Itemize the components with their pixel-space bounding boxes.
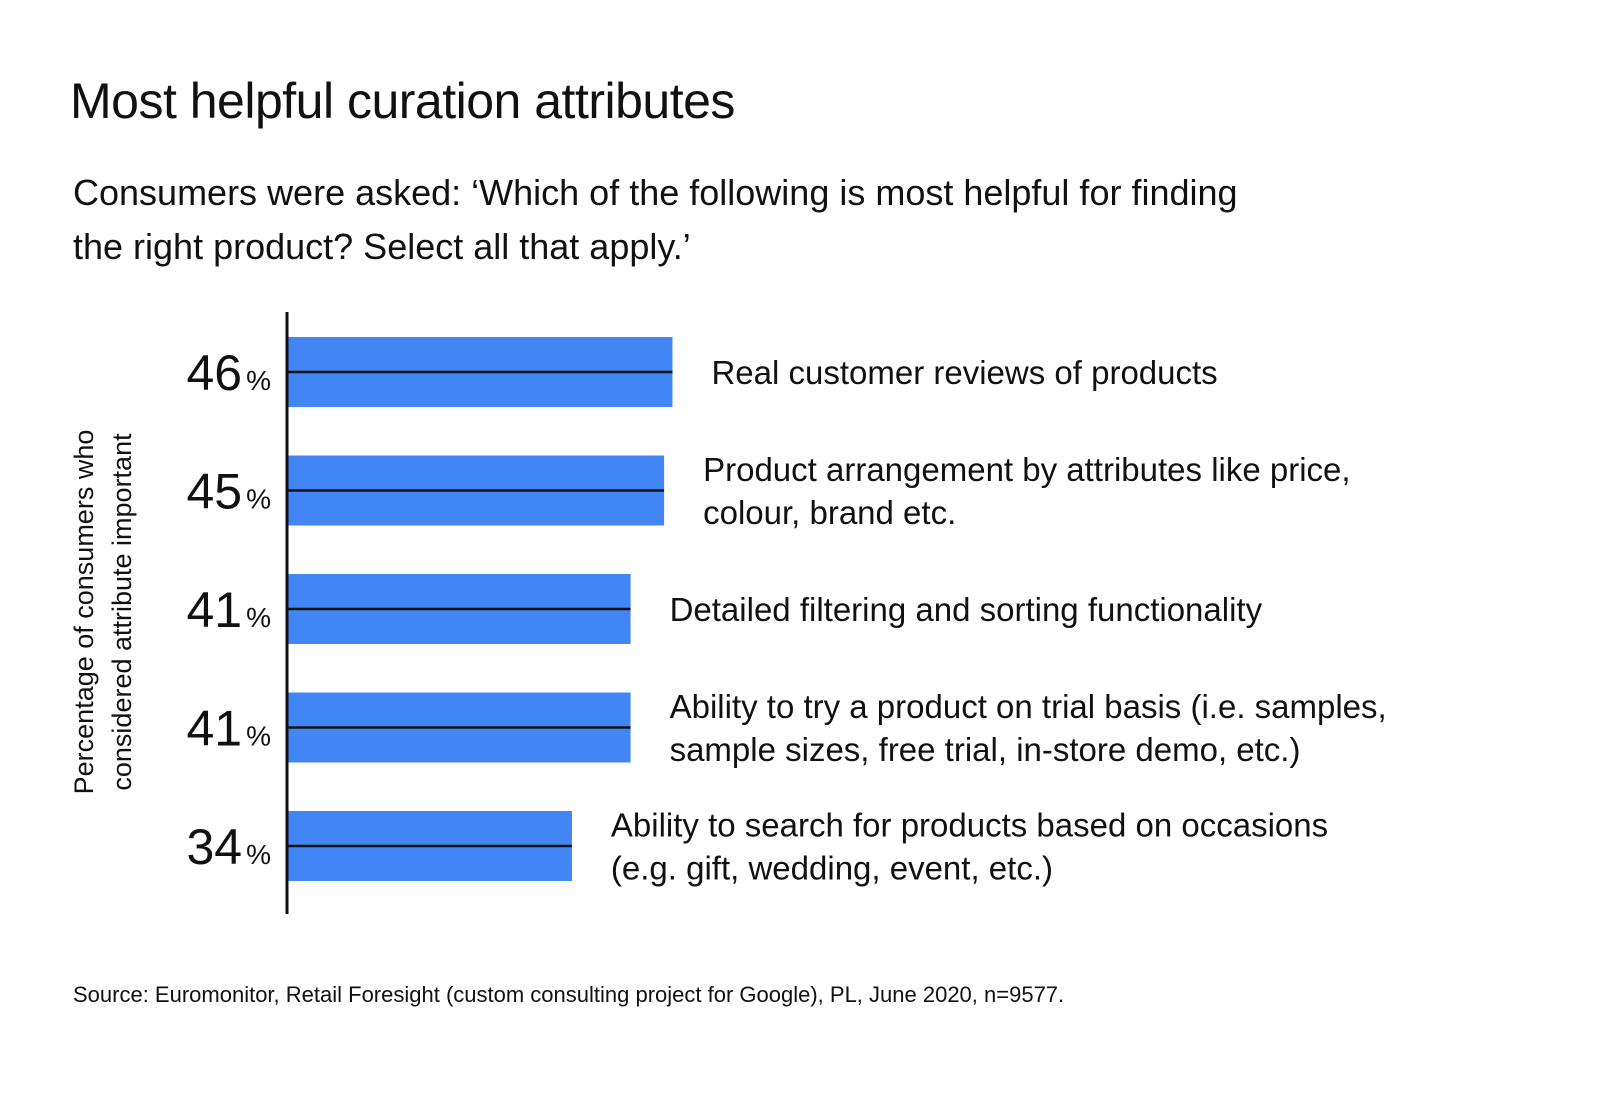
category-label-line: Real customer reviews of products (711, 354, 1217, 391)
value-number: 41 (186, 701, 242, 757)
category-label: Real customer reviews of products (711, 354, 1217, 391)
chart-title: Most helpful curation attributes (70, 73, 735, 129)
category-label-line: sample sizes, free trial, in-store demo,… (670, 731, 1301, 768)
source-note: Source: Euromonitor, Retail Foresight (c… (73, 982, 1065, 1007)
value-unit: % (246, 721, 271, 752)
category-label-line: Ability to search for products based on … (611, 807, 1328, 844)
value-number: 45 (186, 464, 242, 520)
value-label: 41% (186, 701, 271, 757)
value-label: 41% (186, 582, 271, 638)
value-unit: % (246, 602, 271, 633)
category-label-line: (e.g. gift, wedding, event, etc.) (611, 850, 1053, 887)
category-label-line: Product arrangement by attributes like p… (703, 451, 1350, 488)
category-label: Ability to search for products based on … (611, 807, 1328, 887)
category-label: Ability to try a product on trial basis … (670, 688, 1387, 768)
category-label-line: Detailed filtering and sorting functiona… (670, 591, 1263, 628)
value-label: 46% (186, 345, 271, 401)
value-unit: % (246, 484, 271, 515)
category-label-line: Ability to try a product on trial basis … (670, 688, 1387, 725)
category-label: Product arrangement by attributes like p… (703, 451, 1350, 531)
chart-subtitle: Consumers were asked: ‘Which of the foll… (73, 172, 1238, 267)
value-number: 34 (186, 819, 242, 875)
value-label: 34% (186, 819, 271, 875)
value-number: 46 (186, 345, 242, 401)
category-label-line: colour, brand etc. (703, 494, 956, 531)
category-label: Detailed filtering and sorting functiona… (670, 591, 1263, 628)
value-label: 45% (186, 464, 271, 520)
value-unit: % (246, 365, 271, 396)
value-number: 41 (186, 582, 242, 638)
value-unit: % (246, 839, 271, 870)
